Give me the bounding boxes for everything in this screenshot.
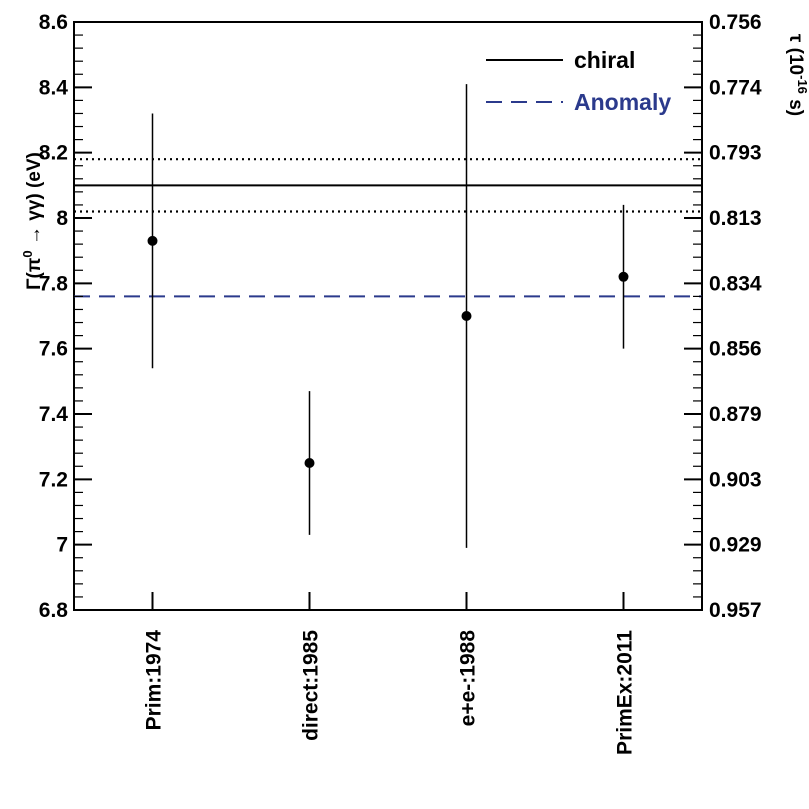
- y-tick-label: 8.2: [39, 142, 68, 165]
- x-axis: Prim:1974 direct:1985 e+e-:1988 PrimEx:2011: [143, 592, 637, 755]
- y-tick-label: 7: [56, 534, 68, 557]
- right-tick-label: 0.834: [709, 272, 762, 295]
- y-tick-label: 6.8: [39, 599, 69, 622]
- y-axis-title-right-pre: τ (10: [785, 34, 806, 75]
- y-axis-title-right-post: s): [785, 94, 806, 116]
- right-tick-label: 0.957: [709, 599, 762, 622]
- right-tick-label: 0.903: [709, 468, 762, 491]
- data-point: [618, 271, 629, 282]
- y-axis-title-left-post: → γγ) (eV): [24, 152, 45, 250]
- y-tick-label: 7.8: [39, 272, 69, 295]
- y-axis-title-right-sup: -16: [795, 75, 809, 94]
- plot-frame: [73, 21, 703, 611]
- y-axis-title-left-sup: 0: [20, 250, 35, 257]
- reference-lines: [74, 158, 702, 298]
- y-tick-label: 8.4: [39, 76, 69, 99]
- y-tick-label: 7.4: [39, 403, 69, 426]
- data-point: [304, 458, 315, 468]
- y-axis-title-left-pre: Γ(π: [24, 257, 45, 290]
- data-point: [461, 311, 472, 321]
- right-tick-label: 0.879: [709, 403, 762, 426]
- y-tick-label: 8: [56, 207, 68, 230]
- category-label: PrimEx:2011: [614, 630, 637, 755]
- right-tick-label: 0.793: [709, 142, 762, 165]
- left-axis: 6.8 7 7.2 7.4 7.6 7.8 8 8.2 8.4 8.6: [39, 11, 92, 622]
- y-tick-label: 8.6: [39, 11, 68, 34]
- y-tick-label: 7.2: [39, 468, 68, 491]
- legend-label: Anomaly: [574, 89, 671, 115]
- category-label: Prim:1974: [143, 630, 166, 731]
- y-axis-title-left: Γ(π0 → γγ) (eV): [20, 152, 45, 290]
- legend: chiral Anomaly: [486, 47, 671, 115]
- category-label: direct:1985: [300, 630, 323, 741]
- right-tick-label: 0.756: [709, 11, 762, 34]
- legend-label: chiral: [574, 47, 635, 73]
- y-tick-label: 7.6: [39, 338, 68, 361]
- right-tick-label: 0.813: [709, 207, 762, 230]
- category-label: e+e-:1988: [457, 630, 480, 727]
- data-points: [147, 84, 629, 548]
- data-point: [147, 235, 158, 246]
- right-tick-label: 0.929: [709, 534, 762, 557]
- right-tick-label: 0.774: [709, 76, 762, 99]
- right-axis: 0.957 0.929 0.903 0.879 0.856 0.834 0.813 0.793…: [684, 11, 762, 622]
- right-tick-label: 0.856: [709, 338, 762, 361]
- y-axis-title-right: τ (10-16 s): [785, 34, 809, 116]
